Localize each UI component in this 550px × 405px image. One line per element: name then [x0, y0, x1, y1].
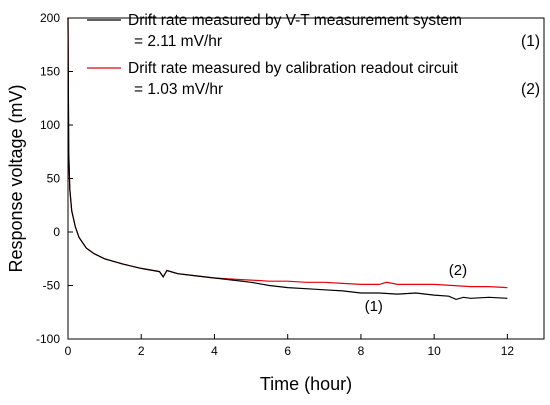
y-tick-label: 100 — [40, 118, 60, 132]
y-axis-title: Response voltage (mV) — [6, 84, 26, 272]
y-tick-label: 150 — [40, 65, 60, 79]
plot-lines — [67, 17, 508, 301]
legend-sublabel-series-2: = 1.03 mV/hr — [134, 81, 223, 98]
legend: Drift rate measured by V-T measurement s… — [87, 12, 540, 98]
x-tick-label: 6 — [284, 344, 291, 358]
x-tick-label: 0 — [65, 344, 72, 358]
series-line-2 — [67, 17, 508, 289]
x-tick-label: 4 — [211, 344, 218, 358]
y-tick-label: 200 — [40, 11, 60, 25]
series-line-1 — [67, 17, 508, 301]
axis-ticks — [67, 17, 508, 340]
x-tick-label: 8 — [358, 344, 365, 358]
legend-tag-series-1: (1) — [521, 33, 540, 50]
y-tick-label: 0 — [53, 225, 60, 239]
annotation-curve-2: (2) — [449, 262, 467, 279]
legend-sublabel-series-1: = 2.11 mV/hr — [134, 33, 222, 50]
x-axis-title: Time (hour) — [260, 374, 352, 394]
legend-tag-series-2: (2) — [521, 81, 540, 98]
y-tick-label: -50 — [43, 279, 61, 293]
legend-label-series-2: Drift rate measured by calibration reado… — [128, 60, 459, 77]
x-tick-label: 2 — [138, 344, 145, 358]
y-tick-label: 50 — [47, 172, 61, 186]
x-tick-label: 12 — [501, 344, 515, 358]
legend-label-series-1: Drift rate measured by V-T measurement s… — [128, 12, 462, 29]
x-tick-label: 10 — [427, 344, 441, 358]
y-tick-label: -100 — [36, 332, 60, 346]
annotation-curve-1: (1) — [365, 298, 383, 315]
tick-labels: 0 2 4 6 8 10 12 -100 -50 0 50 100 150 200 — [36, 11, 514, 358]
